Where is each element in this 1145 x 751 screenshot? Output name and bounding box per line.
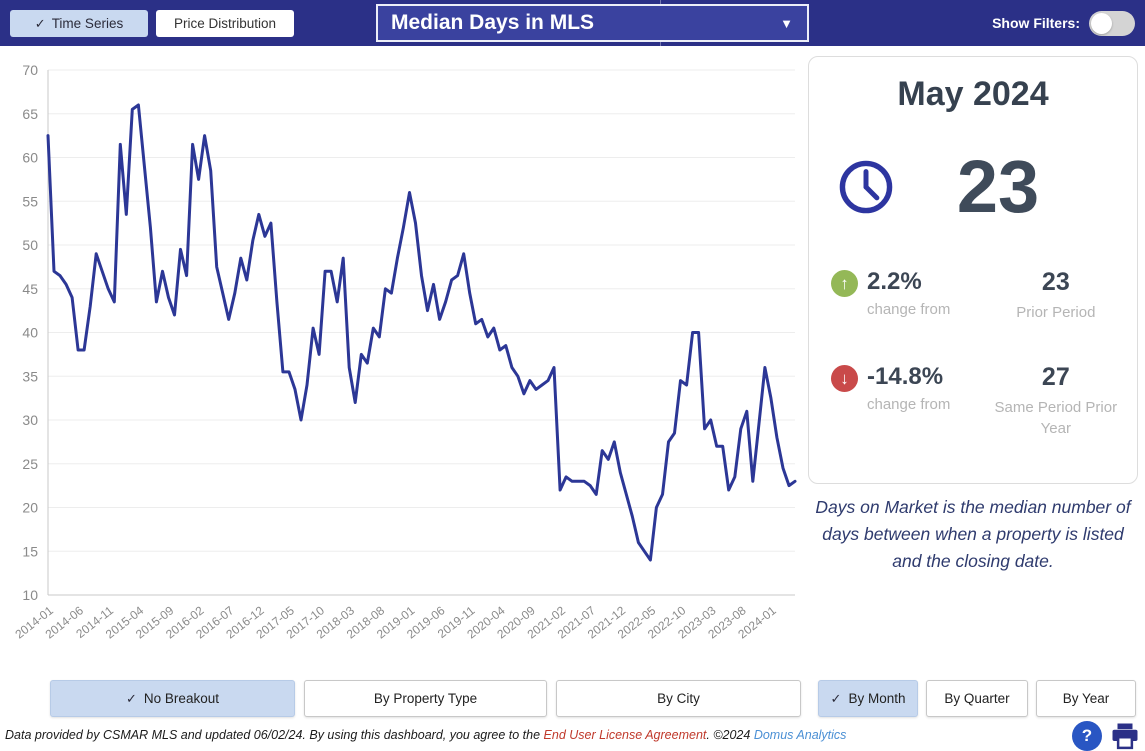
down-arrow-glyph: ↓ (840, 369, 849, 388)
svg-text:30: 30 (22, 412, 38, 428)
domus-analytics-link[interactable]: Domus Analytics (753, 728, 847, 742)
toggle-knob (1091, 12, 1112, 34)
breakout-button-by-property-type[interactable]: By Property Type (304, 680, 547, 717)
svg-text:60: 60 (22, 150, 38, 166)
check-icon: ✓ (34, 15, 46, 31)
up-arrow-icon: ↑ (831, 270, 858, 297)
prior-period-value: 23 (1041, 268, 1070, 296)
svg-text:40: 40 (22, 325, 38, 341)
metric-description: Days on Market is the median number of d… (815, 497, 1131, 572)
period-by-month-label: By Month (848, 691, 906, 706)
prior-period-value-cell: 23 Prior Period (989, 268, 1123, 323)
svg-text:10: 10 (22, 587, 38, 603)
tab-price-distribution-label: Price Distribution (173, 16, 277, 31)
prior-year-row: ↓ -14.8% change from 27 Same Period Prio… (809, 363, 1137, 439)
prior-year-value-cell: 27 Same Period Prior Year (989, 363, 1123, 439)
prior-year-value: 27 (1041, 363, 1070, 391)
time-series-chart: 101520253035404550556065702014-012014-06… (13, 62, 797, 641)
svg-text:45: 45 (22, 281, 38, 297)
prior-year-pct: -14.8% (867, 363, 944, 390)
chevron-down-icon: ▼ (780, 15, 793, 31)
breakout-by-city-label: By City (657, 691, 700, 706)
breakout-by-property-type-label: By Property Type (373, 691, 478, 706)
help-glyph: ? (1081, 726, 1093, 745)
footer: Data provided by CSMAR MLS and updated 0… (5, 728, 846, 742)
period-button-by-month[interactable]: ✓ By Month (818, 680, 918, 717)
period-button-by-year[interactable]: By Year (1036, 680, 1136, 717)
help-icon[interactable]: ? (1072, 721, 1102, 751)
prior-period-pct: 2.2% (867, 268, 922, 295)
tab-time-series-label: Time Series (51, 16, 124, 31)
svg-text:70: 70 (22, 62, 38, 78)
svg-text:50: 50 (22, 237, 38, 253)
tab-price-distribution[interactable]: Price Distribution (156, 10, 294, 37)
svg-text:25: 25 (22, 456, 38, 472)
prior-period-pct-cell: ↑ 2.2% change from (831, 268, 989, 323)
svg-text:20: 20 (22, 500, 38, 516)
prior-year-value-label: Same Period Prior Year (994, 399, 1118, 437)
top-bar: ✓ Time Series Price Distribution Median … (0, 0, 1145, 46)
stats-panel: May 2024 23 ↑ 2.2% change from 23 Prior … (808, 56, 1138, 484)
breakout-button-by-city[interactable]: By City (556, 680, 801, 717)
check-icon: ✓ (126, 690, 137, 706)
prior-period-row: ↑ 2.2% change from 23 Prior Period (809, 268, 1137, 323)
prior-year-change-label: change from (867, 396, 951, 413)
clock-icon (839, 160, 893, 214)
down-arrow-icon: ↓ (831, 365, 858, 392)
tab-time-series[interactable]: ✓ Time Series (10, 10, 148, 37)
eula-link[interactable]: End User License Agreement (543, 728, 707, 742)
svg-text:15: 15 (22, 543, 38, 559)
metric-dropdown-value: Median Days in MLS (391, 11, 595, 34)
prior-period-change-label: change from (867, 301, 951, 318)
breakout-button-no-breakout[interactable]: ✓ No Breakout (50, 680, 295, 717)
breakout-no-breakout-label: No Breakout (143, 691, 219, 706)
current-value: 23 (956, 145, 1040, 228)
period-by-quarter-label: By Quarter (944, 691, 1010, 706)
print-icon[interactable] (1110, 721, 1140, 751)
show-filters-group: Show Filters: (992, 0, 1135, 46)
prior-period-value-label: Prior Period (1016, 304, 1096, 321)
metric-dropdown[interactable]: Median Days in MLS ▼ (376, 4, 809, 42)
footer-text-middle: . ©2024 (706, 728, 754, 742)
period-by-year-label: By Year (1062, 691, 1110, 706)
stats-month-title: May 2024 (897, 75, 1049, 113)
check-icon: ✓ (830, 690, 842, 706)
svg-text:55: 55 (22, 193, 38, 209)
svg-text:35: 35 (22, 368, 38, 384)
show-filters-label: Show Filters: (992, 15, 1080, 31)
show-filters-toggle[interactable] (1089, 10, 1135, 36)
period-button-by-quarter[interactable]: By Quarter (926, 680, 1028, 717)
current-value-row: 23 (809, 150, 1137, 224)
svg-text:65: 65 (22, 106, 38, 122)
footer-text: Data provided by CSMAR MLS and updated 0… (5, 728, 544, 742)
up-arrow-glyph: ↑ (840, 274, 849, 293)
prior-year-pct-cell: ↓ -14.8% change from (831, 363, 989, 439)
